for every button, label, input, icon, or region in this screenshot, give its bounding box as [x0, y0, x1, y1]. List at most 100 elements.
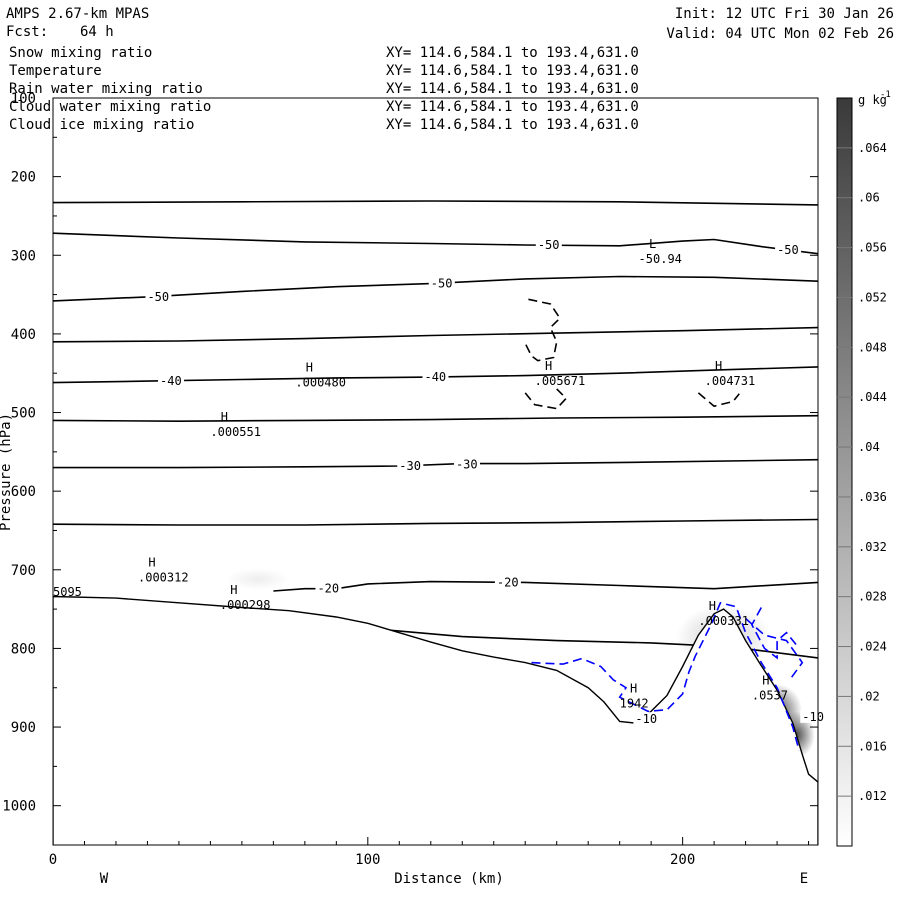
x-tick-label: 0: [49, 852, 57, 868]
contour-label: -10: [802, 710, 824, 724]
y-tick-label: 100: [11, 91, 36, 107]
extremum-marker: H: [762, 674, 769, 688]
contour-label: -30: [399, 459, 421, 473]
plot-frame: [52, 97, 819, 846]
contour-label: -50: [538, 238, 560, 252]
colorbar-tick-label: .036: [858, 490, 887, 504]
temperature-contour-line: [53, 458, 818, 469]
contour-label-gap: [397, 458, 424, 472]
temperature-contours: [53, 200, 818, 659]
contour-label-gap: [453, 457, 480, 471]
extremum-value: .000312: [138, 571, 189, 585]
snow-contour-line: [697, 392, 740, 408]
legend-field-name: Temperature: [9, 63, 102, 79]
west-label: W: [100, 871, 109, 887]
colorbar-tick-label: .06: [858, 191, 880, 205]
legend-field-xy: XY= 114.6,584.1 to 193.4,631.0: [386, 63, 639, 79]
contour-label: -20: [317, 582, 339, 596]
x-tick-label: 100: [355, 852, 380, 868]
cloud-water-contour-line: [750, 607, 800, 660]
shading-blob: [226, 568, 290, 591]
model-title: AMPS 2.67-km MPAS: [6, 6, 149, 22]
colorbar-tick-label: .028: [858, 590, 887, 604]
extremum-value: .000480: [295, 376, 346, 390]
extremum-value: -50.94: [639, 252, 682, 266]
colorbar-tick-label: .024: [858, 640, 887, 654]
legend-field-name: Cloud water mixing ratio: [9, 99, 211, 115]
legend-field-xy: XY= 114.6,584.1 to 193.4,631.0: [386, 99, 639, 115]
extremum-value: .0537: [752, 689, 788, 703]
y-axis-label: Pressure (hPa): [0, 413, 14, 531]
x-tick-label: 200: [670, 852, 695, 868]
y-tick-label: 500: [11, 406, 36, 422]
contour-label-gap: [775, 242, 802, 256]
snow-contour-line: [524, 298, 561, 362]
valid-time: Valid: 04 UTC Mon 02 Feb 26: [666, 26, 894, 42]
x-axis-label: Distance (km): [394, 871, 504, 887]
extremum-marker: H: [221, 410, 228, 424]
contour-labels: -50 -50 -50 -50 -40 -40 -30 -30 -20 -20 -10 -10: [145, 238, 827, 726]
colorbar-tick-label: .032: [858, 540, 887, 554]
extremum-marker: H: [709, 599, 716, 613]
contour-label-gap: [422, 370, 449, 384]
colorbar-tick-label: .044: [858, 390, 887, 404]
temperature-contour-line: [53, 200, 818, 206]
extremum-marker: H: [306, 361, 313, 375]
colorbar-tick-label: .02: [858, 689, 880, 703]
colorbar-tick-label: .016: [858, 739, 887, 753]
extrema-labels: L-50.94H.000480H.005671H.004731H.000551H…: [53, 237, 788, 710]
colorbar-tick-label: .056: [858, 241, 887, 255]
cloud-water-contours: [531, 601, 804, 751]
colorbar-unit: g kg: [858, 93, 887, 107]
cloud-water-contour-line: [531, 601, 800, 751]
contour-label-gap: [315, 581, 342, 595]
colorbar-unit-exponent: -1: [880, 90, 891, 100]
legend-field-name: Rain water mixing ratio: [9, 81, 203, 97]
legend-field-xy: XY= 114.6,584.1 to 193.4,631.0: [386, 81, 639, 97]
temperature-contour-line: [53, 518, 818, 526]
temperature-contour-line: [53, 414, 818, 423]
legend-field-xy: XY= 114.6,584.1 to 193.4,631.0: [386, 117, 639, 133]
contour-label-gap: [535, 238, 562, 252]
y-tick-label: 400: [11, 327, 36, 343]
contour-label: -30: [456, 457, 478, 471]
y-tick-label: 200: [11, 170, 36, 186]
axes: 100 200 300 400 500 600 700 800 900 1000 0 100 200: [2, 91, 818, 868]
contour-label-gap: [494, 575, 521, 589]
snow-contours: [524, 298, 740, 410]
cloud-water-contour-line: [745, 617, 804, 681]
forecast-label: Fcst:: [6, 24, 48, 40]
extremum-marker: H: [715, 359, 722, 373]
colorbar-tick-label: .064: [858, 141, 887, 155]
colorbar-tick-label: .052: [858, 290, 887, 304]
extremum-value: .005671: [535, 374, 586, 388]
y-tick-label: 300: [11, 248, 36, 264]
east-label: E: [800, 871, 808, 887]
extremum-value: .000331: [698, 614, 749, 628]
legend-field-name: Cloud ice mixing ratio: [9, 117, 194, 133]
contour-label: -20: [497, 575, 519, 589]
extremum-marker: H: [630, 681, 637, 695]
forecast-hours: 64 h: [80, 24, 114, 40]
extremum-marker: H: [230, 583, 237, 597]
y-tick-label: 900: [11, 720, 36, 736]
colorbar: .012 .016 .02 .024 .028 .032 .036 .04 .044 .048 .0…: [836, 90, 891, 847]
contour-label: -50: [777, 243, 799, 257]
contour-label: -50: [431, 277, 453, 291]
temperature-contour-line: [273, 580, 818, 592]
contour-label-gap: [633, 712, 660, 726]
contour-label-gap: [158, 374, 185, 388]
extremum-value: .000298: [220, 598, 271, 612]
y-tick-label: 800: [11, 641, 36, 657]
fields-legend: Snow mixing ratio XY= 114.6,584.1 to 193.…: [9, 45, 639, 133]
contour-label-gap: [800, 709, 827, 723]
extremum-marker: H: [148, 556, 155, 570]
extremum-marker: H: [545, 359, 552, 373]
contour-label: -50: [147, 290, 169, 304]
legend-field-name: Snow mixing ratio: [9, 45, 152, 61]
init-time: Init: 12 UTC Fri 30 Jan 26: [675, 6, 894, 22]
colorbar-tick-label: .04: [858, 440, 880, 454]
legend-field-xy: XY= 114.6,584.1 to 193.4,631.0: [386, 45, 639, 61]
y-tick-label: 700: [11, 563, 36, 579]
extremum-value: .004731: [705, 374, 756, 388]
